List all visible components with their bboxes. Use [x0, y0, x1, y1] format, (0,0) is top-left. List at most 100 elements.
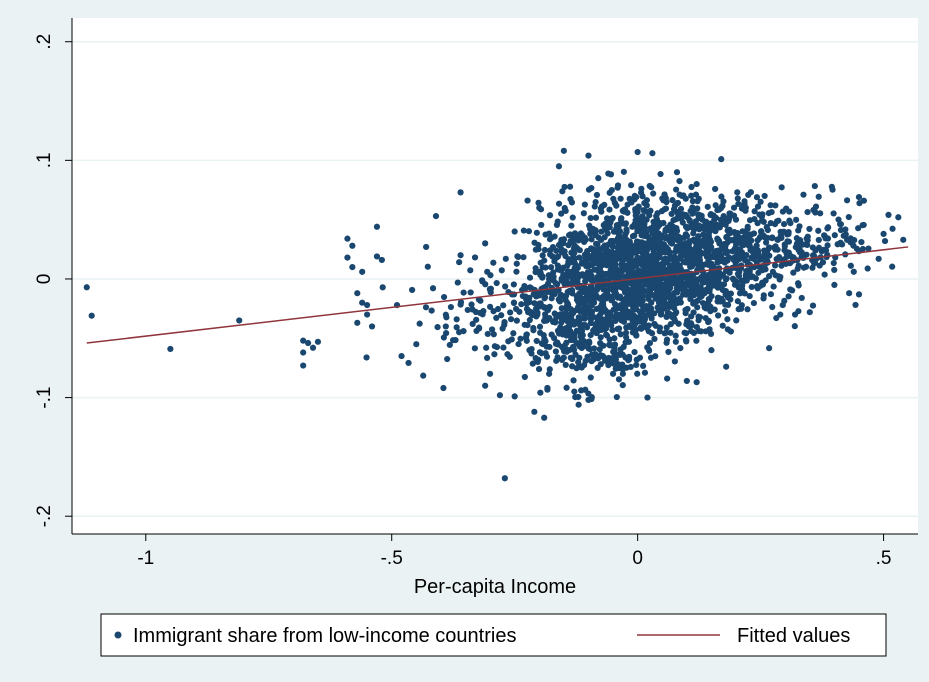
scatter-point	[672, 248, 679, 255]
scatter-point	[773, 314, 780, 322]
scatter-point	[557, 324, 564, 331]
scatter-point	[649, 150, 656, 157]
scatter-point	[734, 189, 741, 196]
scatter-point	[716, 255, 723, 263]
scatter-point	[623, 334, 630, 341]
scatter-point	[88, 312, 95, 319]
scatter-point	[744, 223, 751, 230]
scatter-point	[695, 327, 702, 335]
scatter-point	[607, 217, 614, 224]
scatter-point	[569, 287, 576, 294]
scatter-point	[603, 294, 610, 301]
scatter-point	[665, 348, 672, 356]
scatter-point	[560, 264, 567, 271]
scatter-point	[482, 382, 489, 389]
scatter-point	[677, 255, 684, 262]
x-tick-label: 0	[632, 548, 643, 569]
legend-dot-marker	[114, 631, 122, 639]
scatter-point	[484, 354, 491, 361]
scatter-point	[702, 221, 709, 228]
scatter-point	[622, 302, 630, 309]
scatter-point	[754, 237, 761, 244]
scatter-point	[691, 206, 698, 213]
scatter-point	[754, 285, 761, 292]
scatter-point	[513, 260, 520, 267]
legend-label-fitted: Fitted values	[737, 625, 850, 647]
scatter-point	[498, 267, 505, 274]
scatter-point	[670, 253, 678, 261]
scatter-point	[627, 269, 634, 276]
scatter-point	[652, 244, 660, 252]
scatter-point	[592, 198, 599, 206]
scatter-point	[585, 339, 592, 346]
scatter-point	[672, 338, 679, 345]
scatter-point	[548, 295, 555, 302]
scatter-point	[690, 309, 697, 316]
scatter-point	[405, 359, 412, 367]
scatter-point	[639, 307, 646, 314]
scatter-point	[677, 266, 684, 273]
scatter-point	[579, 321, 586, 329]
scatter-point	[680, 291, 687, 298]
scatter-point	[546, 370, 553, 377]
scatter-point	[830, 210, 837, 217]
scatter-point	[409, 286, 416, 294]
scatter-point	[645, 322, 652, 329]
scatter-point	[564, 268, 572, 275]
scatter-point	[635, 294, 642, 301]
scatter-point	[684, 232, 691, 240]
scatter-point	[559, 188, 566, 195]
scatter-point	[615, 244, 622, 251]
scatter-point	[619, 361, 626, 368]
scatter-point	[858, 239, 865, 246]
scatter-point	[483, 344, 490, 351]
scatter-point	[565, 232, 573, 239]
scatter-point	[539, 289, 546, 296]
scatter-point	[491, 351, 498, 358]
scatter-point	[804, 208, 811, 216]
scatter-point	[837, 220, 844, 228]
scatter-point	[505, 338, 512, 345]
scatter-point	[570, 308, 578, 315]
scatter-point	[563, 292, 570, 299]
scatter-point	[511, 228, 518, 235]
scatter-point	[686, 217, 693, 224]
scatter-point	[314, 338, 322, 345]
scatter-point	[553, 247, 560, 254]
scatter-point	[795, 239, 802, 247]
scatter-point	[831, 281, 838, 288]
scatter-point	[541, 246, 548, 254]
scatter-point	[558, 210, 565, 217]
scatter-point	[612, 254, 619, 262]
scatter-point	[597, 268, 605, 276]
scatter-point	[777, 311, 784, 318]
scatter-point	[759, 211, 766, 218]
scatter-point	[354, 319, 361, 326]
scatter-point	[714, 235, 721, 242]
scatter-point	[368, 323, 376, 330]
scatter-point	[620, 234, 627, 241]
scatter-point	[498, 312, 505, 319]
scatter-point	[824, 242, 831, 249]
scatter-point	[575, 401, 582, 408]
scatter-point	[581, 201, 588, 208]
scatter-point	[556, 298, 564, 305]
scatter-point	[488, 326, 496, 333]
y-tick-label: -.2	[34, 505, 55, 527]
scatter-point	[587, 230, 594, 238]
scatter-point	[300, 362, 307, 369]
scatter-point	[663, 244, 670, 252]
scatter-point	[571, 242, 578, 249]
scatter-point	[821, 232, 828, 240]
scatter-point	[754, 247, 761, 254]
scatter-point	[642, 261, 649, 268]
scatter-point	[860, 221, 867, 229]
scatter-point	[671, 202, 679, 209]
scatter-point	[785, 293, 792, 300]
scatter-point	[780, 220, 788, 228]
scatter-point	[544, 288, 551, 295]
scatter-point	[553, 313, 560, 321]
scatter-point	[648, 311, 655, 318]
scatter-point	[650, 260, 657, 267]
scatter-point	[793, 216, 800, 223]
